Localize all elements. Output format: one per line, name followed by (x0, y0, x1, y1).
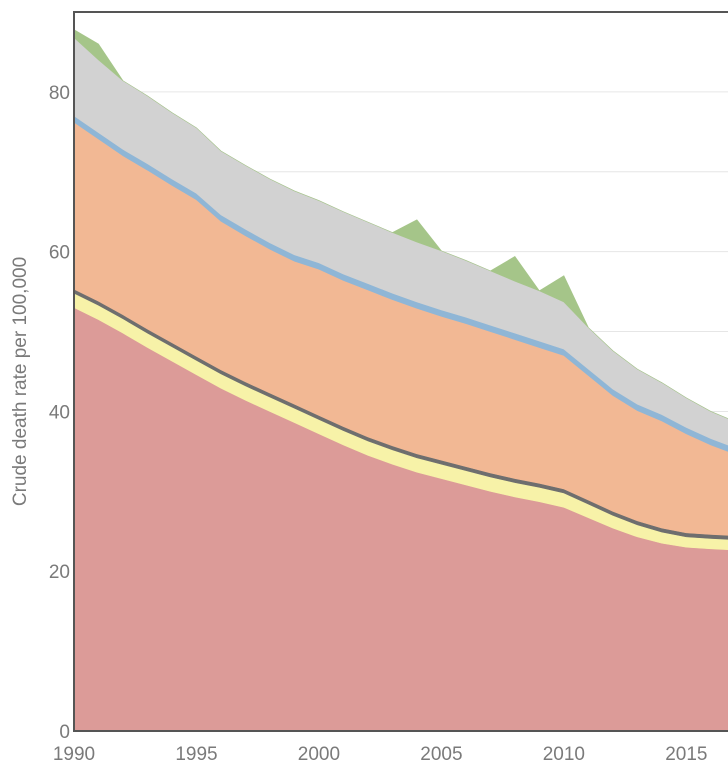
y-tick-label: 0 (59, 722, 70, 743)
area-series-7 (73, 29, 728, 419)
x-tick-labels: 1990 1995 2000 2005 2010 2015 (53, 744, 708, 765)
y-axis-title: Crude death rate per 100,000 (10, 257, 31, 506)
x-tick-label: 1995 (175, 744, 217, 765)
axes (73, 11, 728, 732)
x-tick-label: 2015 (665, 744, 707, 765)
x-tick-label: 2000 (298, 744, 340, 765)
y-tick-label: 20 (49, 562, 70, 583)
y-tick-labels: 0 20 40 60 80 (49, 83, 70, 743)
stacked-areas (73, 29, 728, 732)
y-tick-label: 80 (49, 83, 70, 104)
y-tick-label: 60 (49, 243, 70, 264)
y-tick-label: 40 (49, 402, 70, 423)
x-tick-label: 1990 (53, 744, 95, 765)
x-tick-label: 2010 (543, 744, 585, 765)
x-tick-label: 2005 (420, 744, 462, 765)
